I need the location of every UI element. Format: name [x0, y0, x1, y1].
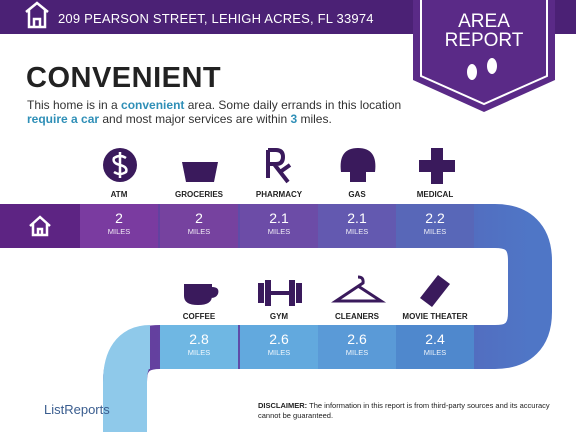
service-label: COFFEE — [182, 312, 216, 321]
text: miles. — [297, 112, 332, 126]
distance-cell: 2.2 MILES — [396, 204, 474, 248]
service-label: CLEANERS — [334, 312, 379, 321]
distance: 2.8 — [189, 331, 209, 347]
description: This home is in a convenient area. Some … — [27, 98, 407, 126]
distance-unit: MILES — [267, 227, 291, 236]
medical-icon — [419, 148, 455, 184]
home-icon — [29, 215, 51, 237]
distance: 2.4 — [425, 331, 445, 347]
highlight: 3 — [290, 112, 298, 126]
address: 209 PEARSON STREET, LEHIGH ACRES, FL 339… — [58, 11, 374, 26]
highlight: require a car — [27, 112, 100, 126]
text: area. Some daily errands in this locatio… — [184, 98, 402, 112]
logo: ListReports — [44, 402, 110, 417]
badge-line2: REPORT — [445, 30, 524, 51]
highlight: convenient — [121, 98, 185, 112]
gas-icon — [340, 148, 376, 182]
badge — [413, 0, 555, 112]
service-label: GROCERIES — [174, 190, 223, 199]
atm-symbol — [112, 152, 128, 178]
service-label: GYM — [269, 312, 289, 321]
distance-unit: MILES — [107, 227, 131, 236]
text: and most major services are within — [99, 112, 291, 126]
coffee-icon — [184, 284, 219, 305]
text: This home is in a — [27, 98, 122, 112]
distance: 2 — [195, 210, 203, 226]
distance-cell: 2.6 MILES — [318, 325, 396, 369]
distance-unit: MILES — [423, 227, 447, 236]
distance: 2.6 — [347, 331, 367, 347]
distance-cell: 2 MILES — [160, 204, 238, 248]
distance: 2.1 — [347, 210, 367, 226]
badge-border — [420, 0, 548, 106]
distance-unit: MILES — [187, 227, 211, 236]
groceries-icon — [182, 162, 218, 182]
service-label: ATM — [110, 190, 128, 199]
distance: 2.1 — [269, 210, 289, 226]
route-tail — [103, 325, 153, 432]
disclaimer-text: The information in this report is from t… — [258, 401, 550, 420]
service-label: MOVIE THEATER — [402, 312, 468, 321]
distance-unit: MILES — [423, 348, 447, 357]
distance-cell: 2.1 MILES — [318, 204, 396, 248]
distance: 2.6 — [269, 331, 289, 347]
service-label: MEDICAL — [416, 190, 454, 199]
service-label: GAS — [348, 190, 366, 199]
pharmacy-icon — [266, 148, 292, 184]
distance: 2.2 — [425, 210, 445, 226]
icons — [103, 148, 455, 307]
movie-icon — [420, 275, 450, 307]
home-cell — [0, 204, 80, 248]
service-label: PHARMACY — [255, 190, 303, 199]
distance-cell: 2.8 MILES — [160, 325, 238, 369]
disclaimer-label: DISCLAIMER: — [258, 401, 308, 410]
badge-line1: AREA — [458, 11, 510, 32]
gym-icon — [258, 280, 302, 306]
footprint — [487, 58, 497, 74]
title: CONVENIENT — [26, 62, 222, 94]
distance-cell: 2 MILES — [80, 204, 158, 248]
distance-cell: 2.4 MILES — [396, 325, 474, 369]
distance-cell: 2.6 MILES — [240, 325, 318, 369]
header-home-icon — [25, 1, 49, 29]
cleaners-icon — [331, 275, 387, 303]
distance-unit: MILES — [187, 348, 211, 357]
distance-cell: 2.1 MILES — [240, 204, 318, 248]
distance: 2 — [115, 210, 123, 226]
distance-unit: MILES — [267, 348, 291, 357]
distance-unit: MILES — [345, 227, 369, 236]
distance-unit: MILES — [345, 348, 369, 357]
footprint — [467, 64, 477, 80]
disclaimer: DISCLAIMER: The information in this repo… — [258, 401, 558, 421]
